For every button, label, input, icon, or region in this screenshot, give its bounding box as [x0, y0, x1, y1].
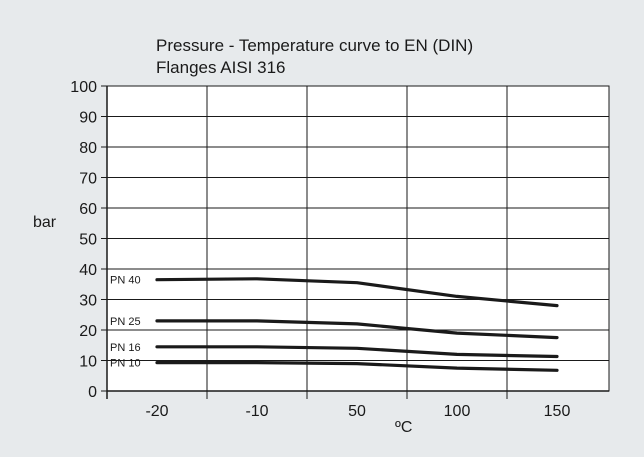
x-axis-label: ºC — [395, 419, 412, 436]
grid-lines — [107, 86, 609, 391]
x-tick-label: 100 — [444, 403, 471, 420]
y-tick-label: 0 — [88, 384, 97, 401]
y-tick-label: 20 — [79, 323, 97, 340]
y-tick-label: 40 — [79, 262, 97, 279]
x-tick-label: 150 — [544, 403, 571, 420]
chart-subtitle: Flanges AISI 316 — [156, 58, 285, 77]
axes — [101, 85, 609, 399]
y-tick-label: 60 — [79, 201, 97, 218]
series-line — [155, 361, 559, 372]
y-axis-label: bar — [33, 214, 57, 231]
y-tick-label: 70 — [79, 171, 97, 188]
y-tick-label: 30 — [79, 293, 97, 310]
series-label: PN 10 — [110, 358, 141, 370]
x-tick-label: -20 — [145, 403, 168, 420]
series-line — [155, 319, 559, 340]
y-tick-label: 90 — [79, 110, 97, 127]
y-tick-label: 100 — [70, 79, 97, 96]
chart-title: Pressure - Temperature curve to EN (DIN) — [156, 36, 473, 55]
series-label: PN 40 — [110, 275, 141, 287]
x-tick-label: 50 — [348, 403, 366, 420]
series-line — [155, 277, 559, 308]
x-tick-label: -10 — [245, 403, 268, 420]
x-tick-labels: -20 -10 50 100 150 — [145, 403, 570, 420]
y-tick-labels: 0 10 20 30 40 50 60 70 80 90 100 — [70, 79, 97, 401]
series-lines: PN 40 PN 25 PN 16 PN 10 — [110, 275, 559, 372]
series-line — [155, 345, 559, 359]
y-tick-label: 10 — [79, 354, 97, 371]
y-tick-label: 50 — [79, 232, 97, 249]
y-tick-label: 80 — [79, 140, 97, 157]
series-label: PN 25 — [110, 316, 141, 328]
series-label: PN 16 — [110, 342, 141, 354]
